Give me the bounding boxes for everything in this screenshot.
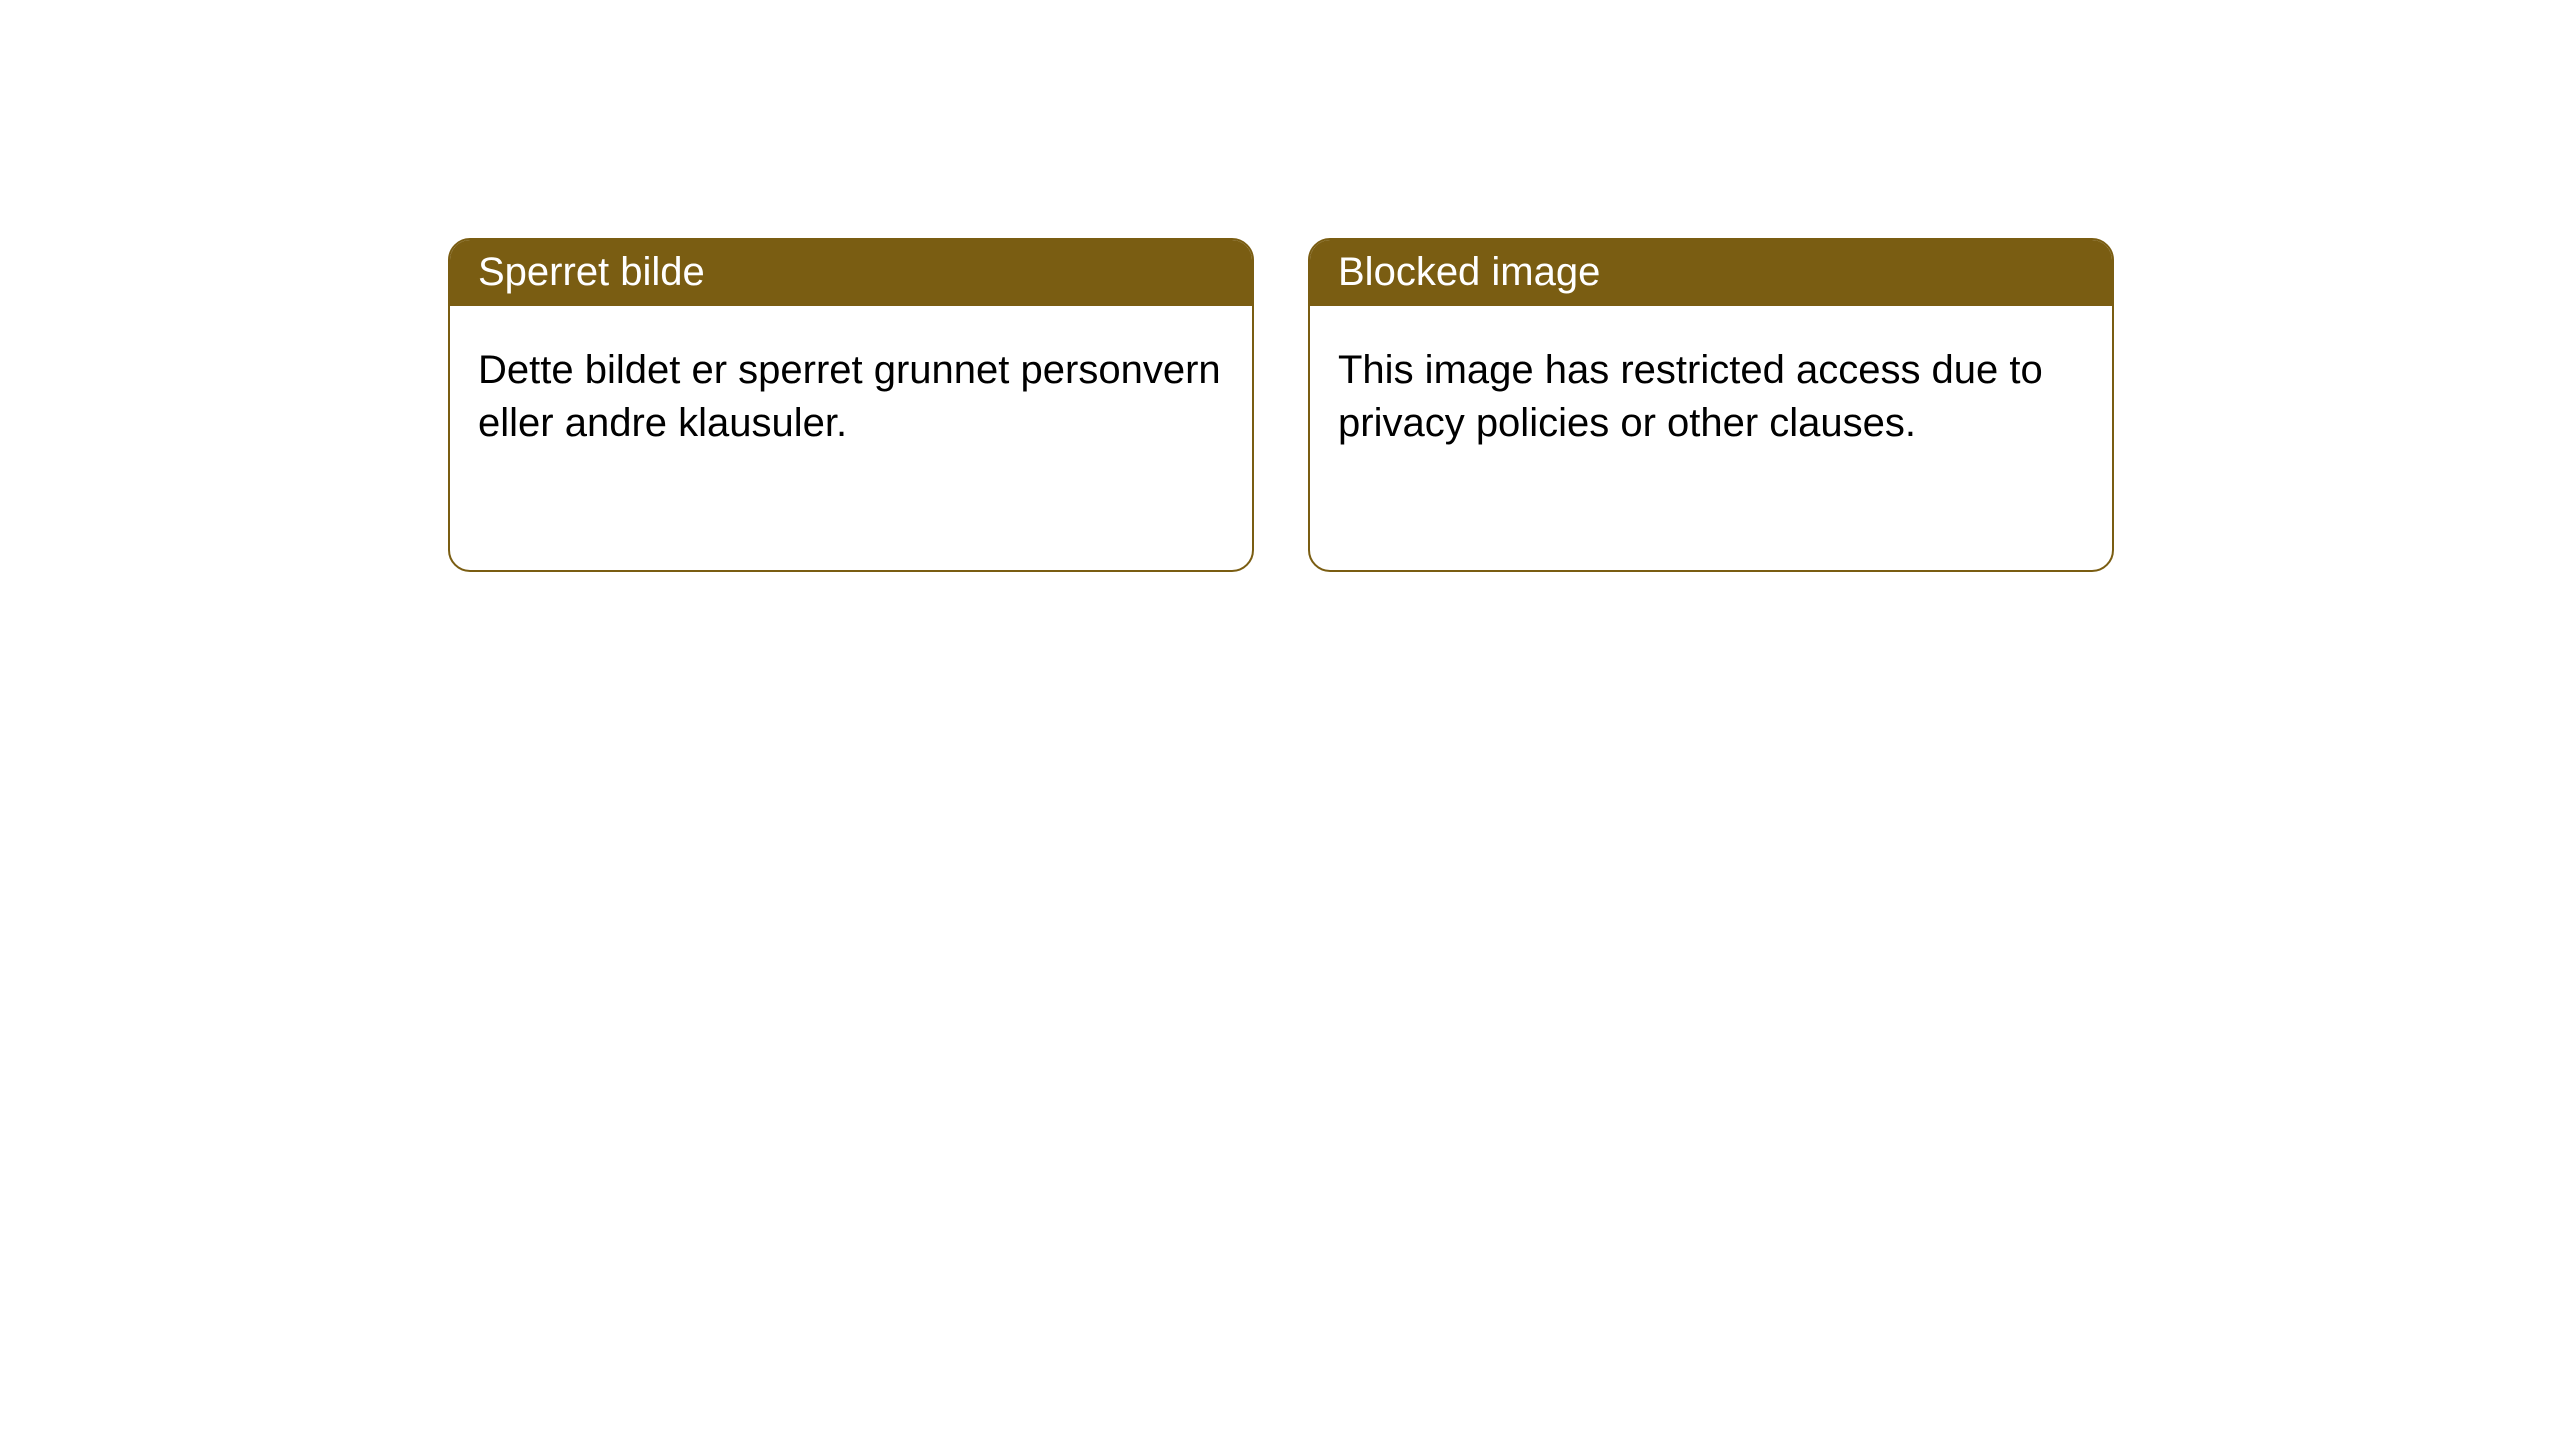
blocked-image-card-en: Blocked image This image has restricted … [1308, 238, 2114, 572]
notice-cards-container: Sperret bilde Dette bildet er sperret gr… [0, 0, 2560, 572]
card-title: Blocked image [1310, 240, 2112, 306]
card-body: Dette bildet er sperret grunnet personve… [450, 306, 1252, 478]
card-body: This image has restricted access due to … [1310, 306, 2112, 478]
blocked-image-card-no: Sperret bilde Dette bildet er sperret gr… [448, 238, 1254, 572]
card-title: Sperret bilde [450, 240, 1252, 306]
